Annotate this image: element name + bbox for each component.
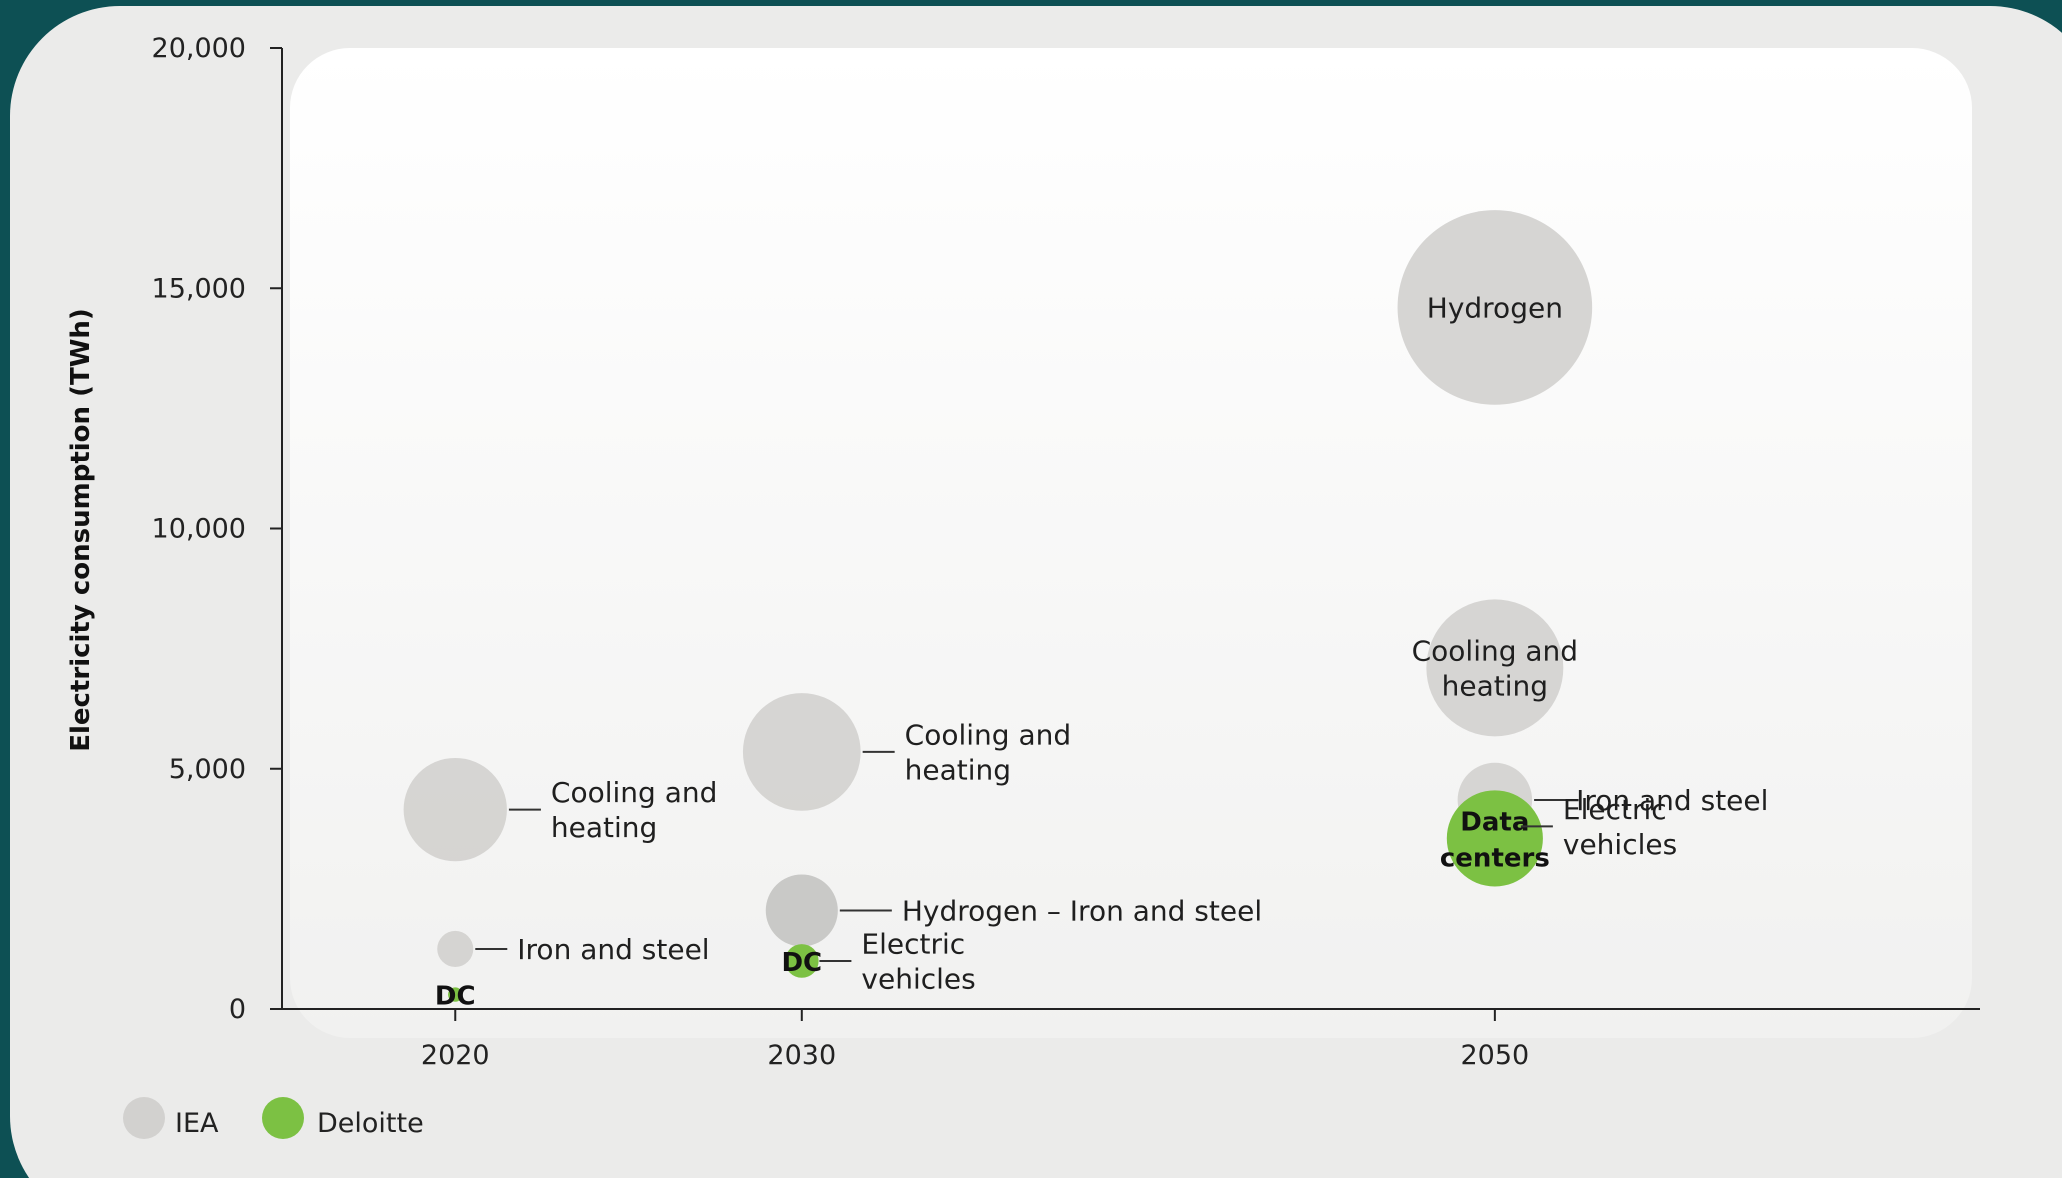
legend-swatch-deloitte (262, 1097, 304, 1139)
deloitte-bubble-data-centers-2050 (1446, 790, 1543, 887)
y-tick-label: 5,000 (169, 754, 246, 785)
y-tick-label: 15,000 (152, 273, 246, 304)
bubble-label-data-centers-2050: Data centers (1440, 807, 1550, 873)
deloitte-bubble-dc-2020 (448, 987, 463, 1002)
bubble-label-hydrogen-2050: Hydrogen (1427, 291, 1563, 324)
bubble-label-cooling-and-heating-2050: Cooling and heating (1412, 634, 1578, 702)
annotation-iron-and-steel-2050: Iron and steel (1576, 784, 1768, 817)
x-tick-label: 2050 (1460, 1040, 1529, 1071)
y-tick-label: 0 (229, 994, 246, 1025)
annotation-electric-vehicles-2050: Electric vehicles (1563, 793, 1677, 861)
iea-bubble-iron-and-steel-2020 (437, 930, 474, 967)
iea-bubble-cooling-and-heating-2030 (742, 693, 861, 811)
deloitte-bubble-dc-2030 (784, 944, 819, 978)
x-tick-label: 2020 (421, 1040, 490, 1071)
legend-label-deloitte: Deloitte (317, 1108, 424, 1139)
iea-bubble-cooling-and-heating-2050 (1426, 599, 1564, 737)
legend-swatch-iea (123, 1097, 165, 1139)
legend-label-iea: IEA (175, 1108, 219, 1139)
annotation-iron-and-steel-2020: Iron and steel (517, 933, 709, 966)
y-axis-title: Electricity consumption (TWh) (66, 308, 96, 752)
iea-bubble-cooling-and-heating-2020 (403, 757, 507, 862)
bubble-label-dc-2030: DC (781, 948, 822, 978)
annotation-electric-vehicles-2030: Electric vehicles (861, 927, 975, 995)
x-tick-label: 2030 (767, 1040, 836, 1071)
y-tick-label: 10,000 (152, 514, 246, 545)
annotation-cooling-and-heating-2020: Cooling and heating (551, 776, 717, 844)
iea-bubble-hydrogen-iron-and-steel-2030 (765, 874, 838, 947)
iea-bubble-hydrogen-2050 (1397, 210, 1593, 405)
y-tick-label: 20,000 (152, 33, 246, 64)
plot-area (290, 48, 1972, 1038)
annotation-cooling-and-heating-2030: Cooling and heating (905, 718, 1071, 786)
legend: IEA Deloitte (123, 1097, 424, 1139)
bubble-label-dc-2020: DC (435, 982, 476, 1012)
annotation-hydrogen-iron-and-steel-2030: Hydrogen – Iron and steel (902, 894, 1262, 927)
